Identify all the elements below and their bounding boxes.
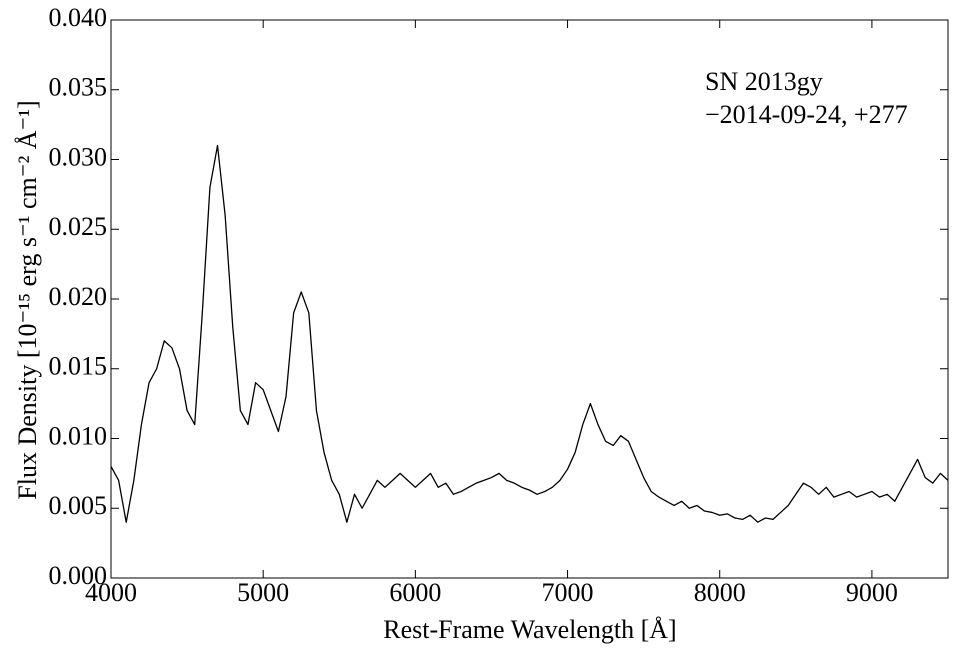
x-tick-label: 5000 — [237, 578, 289, 607]
x-tick-label: 9000 — [846, 578, 898, 607]
y-tick-label: 0.030 — [49, 142, 108, 171]
y-tick-label: 0.015 — [49, 352, 108, 381]
y-tick-label: 0.040 — [49, 3, 108, 32]
y-tick-label: 0.010 — [49, 421, 108, 450]
spectrum-line — [110, 144, 949, 523]
y-tick-label: 0.035 — [49, 73, 108, 102]
x-tick-label: 8000 — [694, 578, 746, 607]
x-tick-label: 6000 — [389, 578, 441, 607]
x-tick-label: 4000 — [85, 578, 137, 607]
y-tick-label: 0.020 — [49, 282, 108, 311]
plot-frame — [110, 19, 949, 579]
x-axis-label: Rest-Frame Wavelength [Å] — [383, 615, 676, 644]
y-tick-label: 0.025 — [49, 212, 108, 241]
y-tick-label: 0.005 — [49, 491, 108, 520]
annotation: SN 2013gy — [705, 67, 823, 96]
y-axis-label: Flux Density [10⁻¹⁵ erg s⁻¹ cm⁻² Å⁻¹] — [13, 100, 42, 499]
x-tick-label: 7000 — [542, 578, 594, 607]
y-tick-label: 0.000 — [49, 561, 108, 590]
annotation: −2014-09-24, +277 — [705, 100, 908, 129]
